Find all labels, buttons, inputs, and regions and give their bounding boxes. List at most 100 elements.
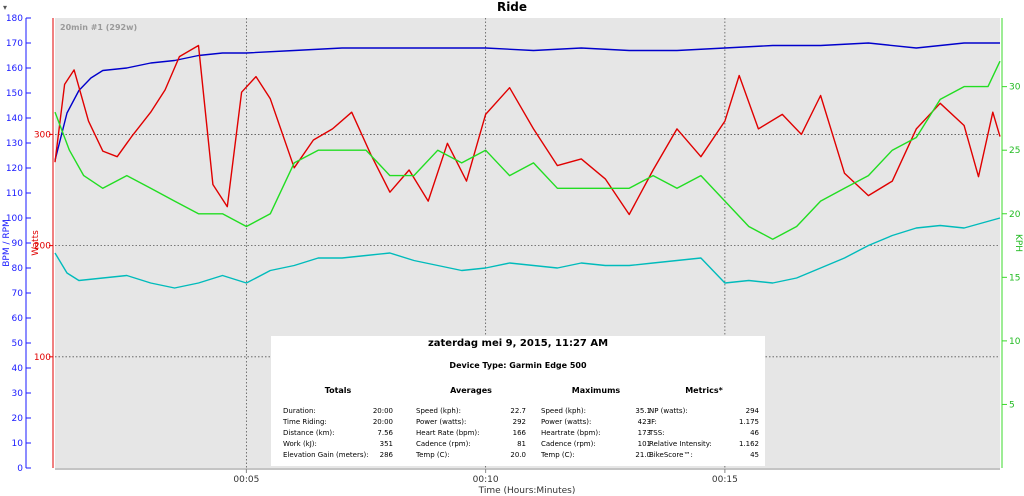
summary-row: NP (watts): 294 (649, 406, 759, 417)
summary-row: Elevation Gain (meters): 286 (283, 450, 393, 461)
summary-row-value: 173 (637, 429, 651, 437)
summary-row-label: Heart Rate (bpm): (416, 429, 480, 437)
summary-row-value: 35.1 (635, 407, 651, 415)
summary-column-heading: Totals (324, 386, 352, 395)
summary-row: Work (kJ): 351 (283, 439, 393, 450)
x-axis-label: Time (Hours:Minutes) (478, 486, 576, 496)
summary-row: Distance (km): 7.56 (283, 428, 393, 439)
summary-row: Heart Rate (bpm): 166 (416, 428, 526, 439)
summary-row-value: 101 (637, 440, 651, 448)
ride-date: zaterdag mei 9, 2015, 11:27 AM (427, 338, 609, 349)
chart-title: Ride (497, 0, 527, 14)
tick-label-bpm: 170 (6, 39, 23, 49)
summary-row-value: 1.162 (738, 440, 759, 448)
summary-row-value: 286 (379, 451, 393, 459)
summary-row-label: Temp (C): (541, 451, 575, 459)
summary-column-heading: Maximums (571, 386, 621, 395)
summary-column-heading: Metrics* (685, 386, 723, 395)
summary-column-totals: Totals Duration: 20:00 Time Riding: 20:00 Dis… (283, 386, 393, 461)
summary-row-label: IF: (649, 418, 657, 426)
watts-axis: 100 200 300 (34, 18, 54, 468)
summary-row-label: Distance (km): (283, 429, 335, 437)
summary-row: IF: 1.175 (649, 417, 759, 428)
summary-row-value: 81 (517, 440, 526, 448)
summary-row-label: Heartrate (bpm): (541, 429, 601, 437)
y-axis-label-kph: KPH (1013, 234, 1023, 252)
segment-label: 20min #1 (292w) (60, 23, 137, 32)
summary-row-label: Relative Intensity: (649, 440, 712, 448)
tick-label-bpm: 50 (12, 339, 24, 349)
summary-row: Speed (kph): 35.1 (541, 406, 651, 417)
menu-caret-icon[interactable]: ▾ (3, 3, 8, 12)
cadence-line (54, 217, 1001, 289)
summary-row-label: Power (watts): (416, 418, 467, 426)
tick-label-bpm: 40 (12, 364, 24, 374)
summary-row-label: Cadence (rpm): (416, 440, 471, 448)
tick-label-bpm: 30 (12, 389, 24, 399)
summary-row-value: 45 (750, 451, 759, 459)
heart-rate-line (54, 42, 1000, 161)
summary-column-metrics: Metrics* NP (watts): 294 IF: 1.175 TSS: 46 Rela… (649, 386, 759, 461)
summary-row-label: Duration: (283, 407, 316, 415)
summary-row-label: Power (watts): (541, 418, 592, 426)
speed-line (54, 60, 1001, 240)
summary-row: Speed (kph): 22.7 (416, 406, 526, 417)
summary-row: Cadence (rpm): 101 (541, 439, 651, 450)
tick-label-bpm: 0 (17, 464, 23, 474)
summary-row: Power (watts): 292 (416, 417, 526, 428)
summary-row: TSS: 46 (649, 428, 759, 439)
summary-row-value: 423 (637, 418, 651, 426)
summary-column-maximums: Maximums Speed (kph): 35.1 Power (watts): 42… (541, 386, 651, 461)
summary-row-label: NP (watts): (649, 407, 688, 415)
tick-label-kph: 5 (1009, 400, 1015, 410)
summary-column-averages: Averages Speed (kph): 22.7 Power (watts): 29… (416, 386, 526, 461)
tick-label-x: 00:05 (233, 475, 259, 485)
summary-row-value: 20:00 (372, 418, 393, 426)
tick-label-bpm: 150 (6, 89, 23, 99)
y-axis-label-bpm: BPM / RPM (2, 219, 12, 267)
summary-row-value: 351 (379, 440, 393, 448)
tick-label-bpm: 180 (6, 14, 23, 24)
tick-label-bpm: 60 (12, 314, 24, 324)
tick-label-watts: 100 (34, 353, 51, 363)
ride-summary-panel: zaterdag mei 9, 2015, 11:27 AM Device Ty… (271, 336, 765, 466)
tick-label-bpm: 160 (6, 64, 23, 74)
tick-label-bpm: 110 (6, 189, 23, 199)
summary-row: Heartrate (bpm): 173 (541, 428, 651, 439)
summary-row-value: 46 (750, 429, 759, 437)
summary-row: Cadence (rpm): 81 (416, 439, 526, 450)
summary-row-value: 1.175 (738, 418, 759, 426)
tick-label-watts: 300 (34, 130, 51, 140)
summary-row-value: 7.56 (377, 429, 393, 437)
tick-label-kph: 20 (1009, 210, 1021, 220)
summary-row-label: Elevation Gain (meters): (283, 451, 369, 459)
summary-row: Temp (C): 20.0 (416, 450, 526, 461)
tick-label-bpm: 120 (6, 164, 23, 174)
tick-label-kph: 30 (1009, 83, 1021, 93)
tick-label-bpm: 90 (12, 239, 24, 249)
time-axis: 00:05 00:10 00:15 (55, 468, 1000, 485)
bpm-rpm-axis: 0 10 20 30 40 50 60 70 80 90 100 110 120 130 140 150 160… (6, 14, 31, 474)
summary-row-value: 20.0 (510, 451, 526, 459)
summary-row: Duration: 20:00 (283, 406, 393, 417)
summary-row-value: 21.0 (635, 451, 651, 459)
summary-row-label: Temp (C): (416, 451, 450, 459)
tick-label-bpm: 100 (6, 214, 23, 224)
power-line (54, 44, 1001, 216)
tick-label-bpm: 80 (12, 264, 24, 274)
series-lines (54, 42, 1001, 289)
summary-row-label: Work (kJ): (283, 440, 317, 448)
grid-lines (55, 18, 1000, 468)
summary-row: BikeScore™: 45 (649, 450, 759, 461)
tick-label-bpm: 140 (6, 114, 23, 124)
summary-row-value: 292 (512, 418, 526, 426)
summary-row-label: TSS: (649, 429, 665, 437)
tick-label-kph: 25 (1009, 146, 1020, 156)
summary-row-label: Speed (kph): (416, 407, 461, 415)
summary-row-label: Cadence (rpm): (541, 440, 596, 448)
tick-label-x: 00:10 (473, 475, 499, 485)
device-type: Device Type: Garmin Edge 500 (449, 361, 587, 370)
summary-row: Temp (C): 21.0 (541, 450, 651, 461)
summary-column-heading: Averages (450, 386, 492, 395)
summary-row: Power (watts): 423 (541, 417, 651, 428)
